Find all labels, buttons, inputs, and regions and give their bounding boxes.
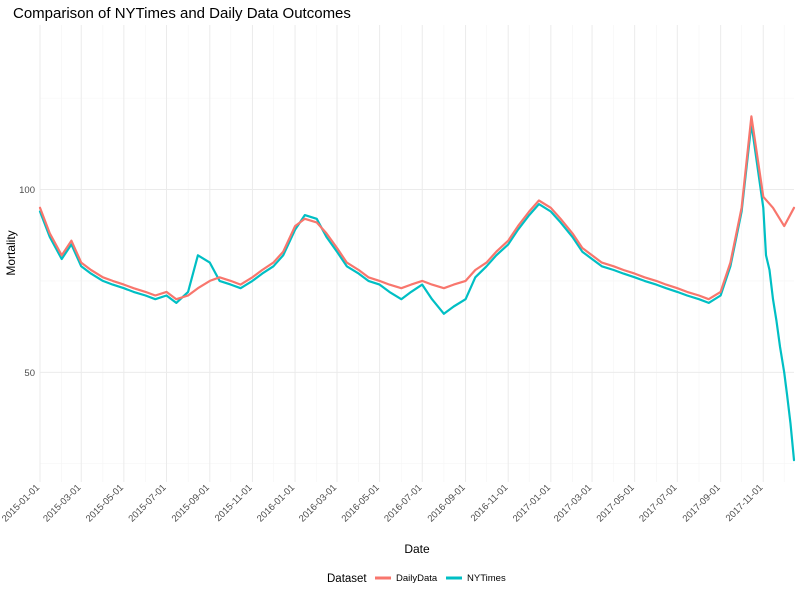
x-axis-title: Date: [404, 542, 430, 556]
series-line-dailydata: [38, 115, 796, 301]
x-tick-label: 2016-11-01: [469, 482, 511, 524]
x-tick-label: 2015-07-01: [126, 482, 168, 524]
y-axis-title: Mortality: [4, 230, 18, 275]
x-tick-label: 2015-03-01: [41, 482, 83, 524]
legend: Dataset DailyData NYTimes: [327, 573, 506, 585]
series-line-nytimes: [38, 122, 796, 462]
x-tick-label: 2016-05-01: [340, 482, 382, 524]
x-tick-label: 2016-03-01: [297, 482, 339, 524]
x-tick-label: 2015-01-01: [0, 482, 42, 524]
chart-title: Comparison of NYTimes and Daily Data Out…: [13, 5, 351, 22]
x-tick-label: 2017-09-01: [681, 482, 723, 524]
legend-title: Dataset: [327, 573, 367, 585]
legend-label-dailydata: DailyData: [396, 573, 438, 584]
x-tick-label: 2016-07-01: [382, 482, 424, 524]
legend-label-nytimes: NYTimes: [467, 573, 506, 584]
x-tick-label: 2015-09-01: [170, 482, 212, 524]
x-tick-label: 2015-05-01: [84, 482, 126, 524]
x-tick-label: 2017-07-01: [637, 482, 679, 524]
y-tick-label: 100: [19, 185, 35, 196]
y-tick-label: 50: [24, 368, 35, 379]
x-tick-label: 2017-05-01: [595, 482, 637, 524]
x-tick-label: 2017-01-01: [511, 482, 553, 524]
x-tick-label: 2016-01-01: [255, 482, 297, 524]
x-tick-label: 2017-11-01: [724, 482, 766, 524]
x-tick-label: 2016-09-01: [426, 482, 468, 524]
x-tick-label: 2017-03-01: [552, 482, 594, 524]
x-tick-label: 2015-11-01: [213, 482, 255, 524]
